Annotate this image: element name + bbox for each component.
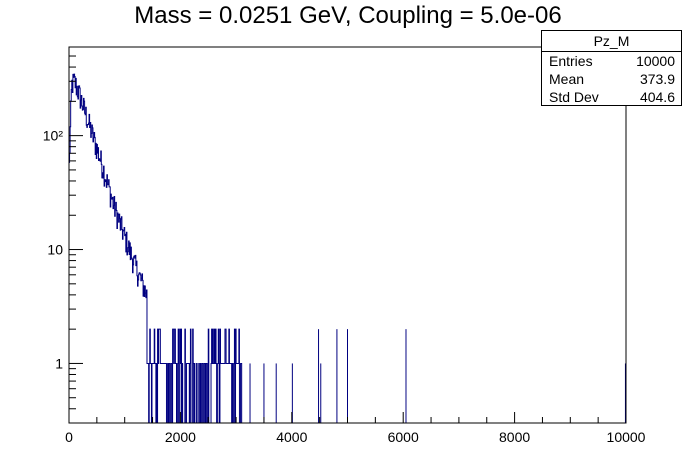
- histogram-bins: [68, 73, 243, 424]
- x-tick-label: 0: [65, 429, 73, 445]
- x-tick-label: 10000: [607, 429, 646, 445]
- chart-title: Mass = 0.0251 GeV, Coupling = 5.0e-06: [134, 2, 562, 29]
- stats-row-stddev: Std Dev 404.6: [542, 88, 681, 106]
- stats-label: Std Dev: [549, 89, 599, 105]
- stats-label: Entries: [549, 53, 593, 69]
- stats-label: Mean: [549, 71, 585, 87]
- y-tick-label: 1: [55, 355, 63, 371]
- stats-row-mean: Mean 373.9: [542, 70, 681, 88]
- stats-value: 10000: [636, 53, 675, 69]
- stats-value: 404.6: [639, 89, 675, 105]
- stats-row-entries: Entries 10000: [542, 52, 681, 70]
- y-tick-label: 10: [47, 242, 63, 258]
- stats-box: Pz_M Entries 10000 Mean 373.9 Std Dev 40…: [541, 30, 682, 106]
- axes: 0 2000 4000 6000 8000 10000 1 10 10²: [43, 46, 646, 445]
- x-tick-label: 6000: [388, 429, 419, 445]
- x-tick-label: 4000: [276, 429, 307, 445]
- x-tick-label: 2000: [165, 429, 196, 445]
- histogram-line: [68, 73, 626, 424]
- x-tick-label: 8000: [499, 429, 530, 445]
- y-tick-label: 10²: [43, 128, 64, 144]
- stats-name: Pz_M: [542, 31, 681, 52]
- stats-value: 373.9: [639, 71, 675, 87]
